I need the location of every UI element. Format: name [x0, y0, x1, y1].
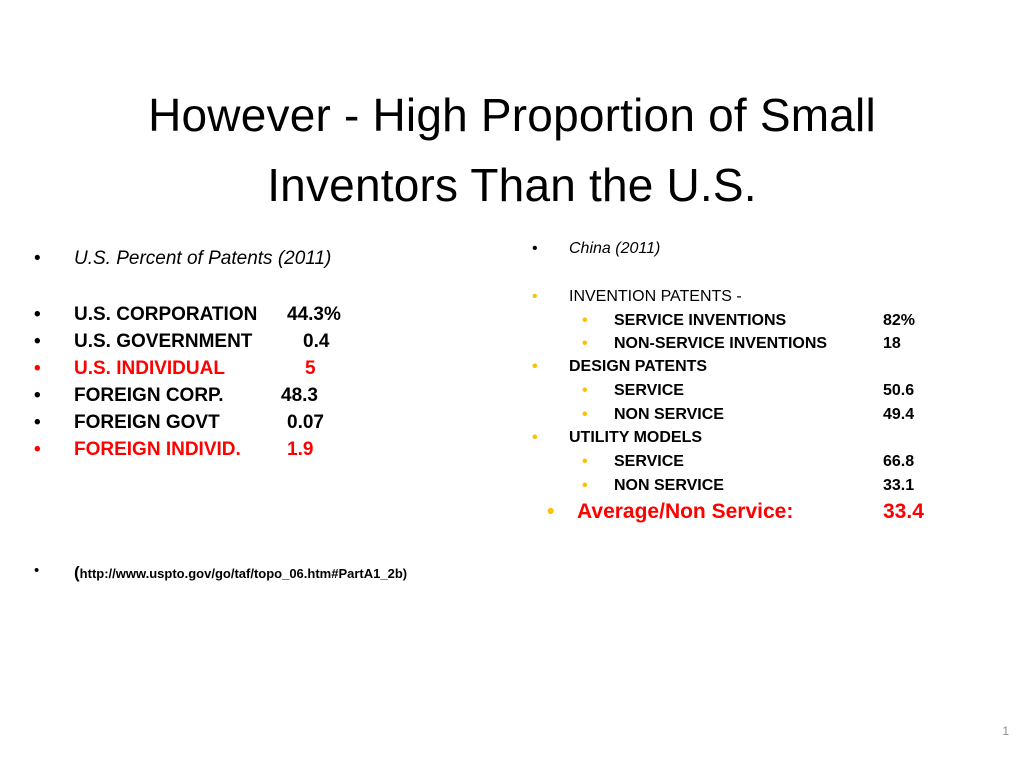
- item-label: SERVICE INVENTIONS: [614, 312, 787, 329]
- bullet-icon: •: [34, 412, 41, 433]
- source-link[interactable]: (http://www.uspto.gov/go/taf/topo_06.htm…: [74, 562, 407, 584]
- item-label: SERVICE: [614, 453, 684, 470]
- bullet-icon: •: [582, 382, 588, 399]
- bullet-icon: •: [34, 385, 41, 406]
- bullet-icon: •: [34, 562, 40, 579]
- item-value: 82%: [883, 312, 916, 329]
- source-open-paren: (: [74, 563, 80, 582]
- item-value: 1.9: [287, 439, 314, 460]
- us-heading: U.S. Percent of Patents (2011): [74, 248, 332, 269]
- item-label: FOREIGN CORP.: [74, 385, 224, 406]
- slide-title-line-2: Inventors Than the U.S.: [267, 159, 757, 211]
- item-value: 0.07: [287, 412, 324, 433]
- bullet-icon: •: [547, 500, 555, 523]
- item-label: U.S. CORPORATION: [74, 304, 258, 325]
- bullet-icon: •: [34, 331, 41, 352]
- bullet-icon: •: [532, 358, 538, 375]
- slide-title-line-1: However - High Proportion of Small: [148, 89, 876, 141]
- item-value: 0.4: [303, 331, 330, 352]
- category-label: INVENTION PATENTS -: [569, 288, 742, 305]
- source-url: http://www.uspto.gov/go/taf/topo_06.htm#…: [79, 566, 408, 581]
- item-value: 49.4: [883, 406, 915, 423]
- bullet-icon: •: [582, 477, 588, 494]
- item-value: 44.3%: [287, 304, 341, 325]
- page-number: 1: [1002, 724, 1009, 738]
- average-value: 33.4: [883, 500, 924, 523]
- item-value: 50.6: [883, 382, 915, 399]
- item-value: 48.3: [281, 385, 318, 406]
- bullet-icon: •: [34, 304, 41, 325]
- bullet-icon: •: [34, 248, 41, 269]
- item-label: SERVICE: [614, 382, 684, 399]
- item-value: 33.1: [883, 477, 915, 494]
- bullet-icon: •: [34, 439, 41, 460]
- category-label: DESIGN PATENTS: [569, 358, 708, 375]
- bullet-icon: •: [582, 312, 588, 329]
- item-value: 5: [305, 358, 316, 379]
- bullet-icon: •: [532, 429, 538, 446]
- category-label: UTILITY MODELS: [569, 429, 703, 446]
- item-label: NON SERVICE: [614, 477, 724, 494]
- item-label: NON SERVICE: [614, 406, 724, 423]
- item-value: 18: [883, 335, 901, 352]
- item-label: FOREIGN GOVT: [74, 412, 220, 433]
- item-value: 66.8: [883, 453, 915, 470]
- bullet-icon: •: [532, 240, 538, 257]
- item-label: U.S. INDIVIDUAL: [74, 358, 225, 379]
- china-heading: China (2011): [569, 240, 661, 257]
- item-label: FOREIGN INDIVID.: [74, 439, 241, 460]
- bullet-icon: •: [582, 335, 588, 352]
- bullet-icon: •: [582, 453, 588, 470]
- item-label: U.S. GOVERNMENT: [74, 331, 253, 352]
- bullet-icon: •: [532, 288, 538, 305]
- bullet-icon: •: [34, 358, 41, 379]
- bullet-icon: •: [582, 406, 588, 423]
- slide-title: However - High Proportion of Small Inven…: [40, 80, 984, 220]
- average-label: Average/Non Service:: [577, 500, 794, 523]
- item-label: NON-SERVICE INVENTIONS: [614, 335, 828, 352]
